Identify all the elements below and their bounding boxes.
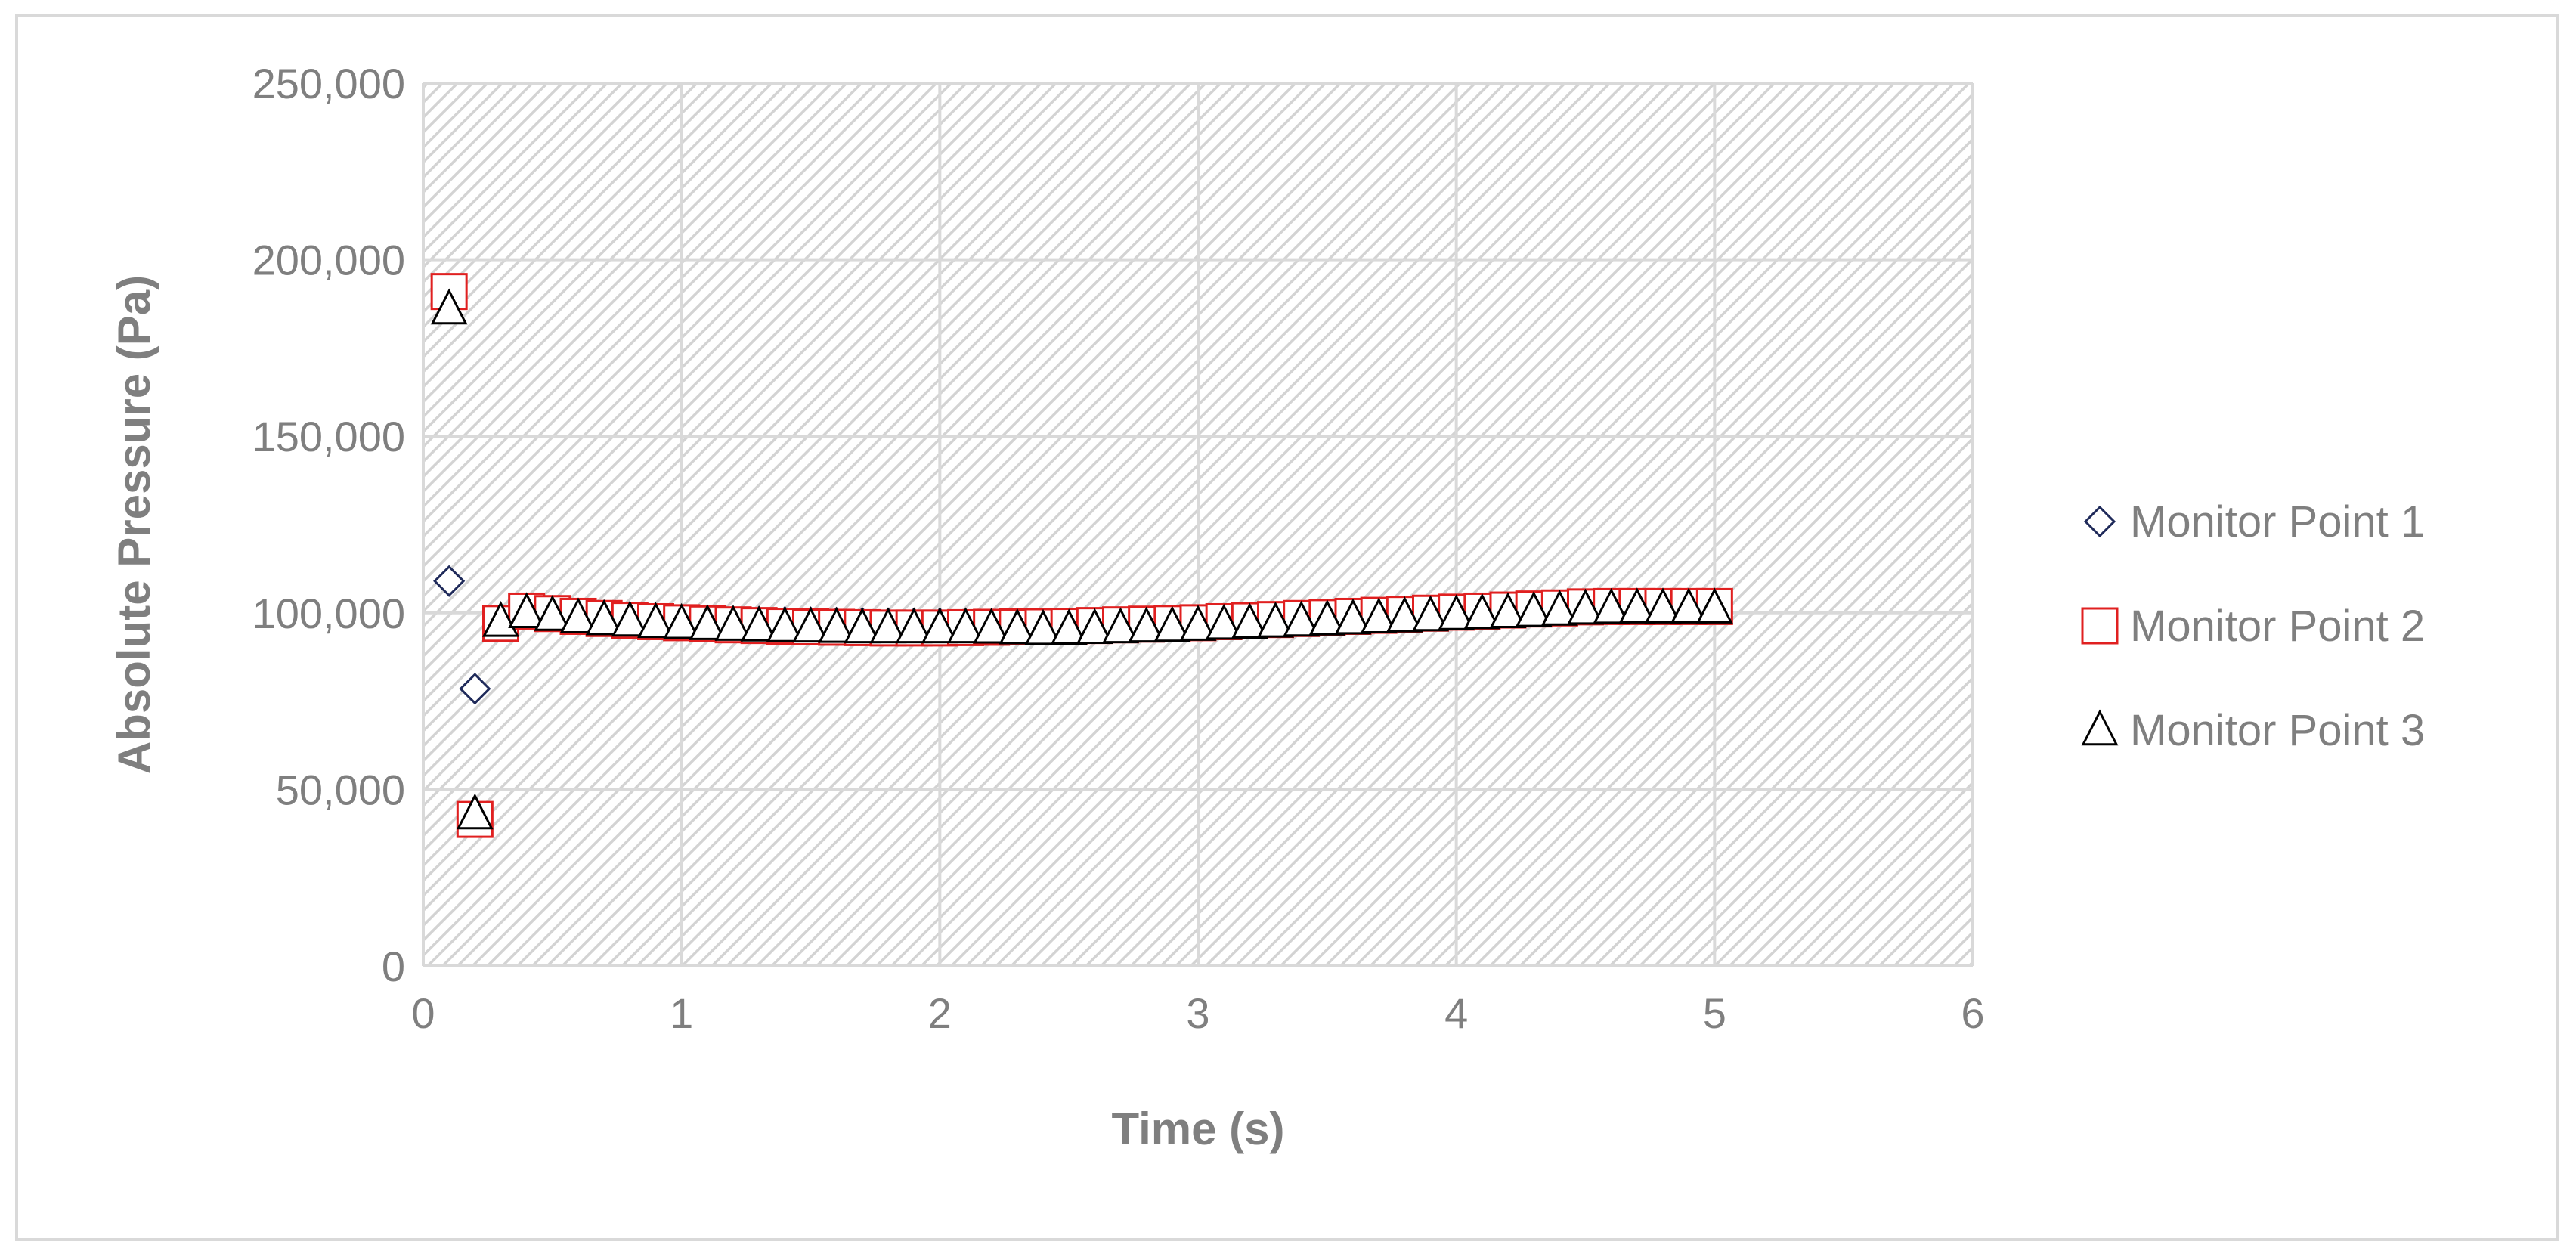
data-point (1231, 602, 1268, 639)
data-point (921, 607, 958, 644)
data-point (1540, 590, 1578, 626)
data-point (973, 607, 1011, 644)
x-axis-ticks: 0 1 2 3 4 5 6 (411, 989, 1984, 1037)
data-point (663, 602, 701, 639)
data-series (430, 273, 1733, 838)
data-point (559, 597, 597, 634)
x-tick-label: 6 (1961, 989, 1984, 1037)
data-point (1283, 600, 1321, 637)
data-point (1695, 587, 1733, 624)
legend: Monitor Point 1 Monitor Point 2 Monitor Po… (2081, 497, 2425, 755)
x-axis-title: Time (s) (1112, 1104, 1285, 1154)
data-point (433, 565, 466, 597)
data-point (1567, 588, 1604, 625)
data-point (1128, 606, 1166, 643)
data-point (1438, 594, 1475, 630)
x-tick-label: 1 (670, 989, 693, 1037)
data-point (1024, 608, 1062, 645)
legend-item: Monitor Point 2 (2081, 602, 2425, 651)
x-tick-label: 3 (1186, 989, 1209, 1037)
data-point (1515, 590, 1553, 627)
y-tick-label: 50,000 (276, 766, 405, 813)
data-point (1489, 592, 1527, 628)
legend-item: Monitor Point 3 (2081, 706, 2425, 755)
y-tick-label: 150,000 (252, 413, 405, 460)
data-point (1386, 596, 1423, 633)
data-point (1308, 599, 1346, 636)
data-point (689, 604, 726, 640)
legend-label: Monitor Point 3 (2130, 706, 2425, 755)
data-point (1257, 601, 1294, 638)
data-point (1334, 598, 1372, 635)
x-tick-label: 2 (928, 989, 952, 1037)
data-point (1618, 587, 1656, 624)
x-tick-label: 5 (1703, 989, 1726, 1037)
data-point (1593, 587, 1630, 624)
data-point (999, 608, 1036, 645)
data-point (456, 793, 494, 830)
legend-label: Monitor Point 1 (2130, 497, 2425, 546)
data-point (766, 606, 803, 642)
data-point (1050, 608, 1088, 645)
data-point (1670, 587, 1708, 624)
data-point (1644, 587, 1682, 624)
y-tick-label: 0 (382, 943, 405, 990)
data-point (792, 606, 829, 643)
data-point (947, 607, 984, 644)
data-point (1153, 605, 1191, 642)
legend-marker (2081, 607, 2119, 645)
legend-marker (2083, 505, 2116, 538)
data-point (585, 599, 623, 636)
legend-label: Monitor Point 2 (2130, 602, 2425, 651)
y-axis-ticks: 0 50,000 100,000 150,000 200,000 250,000 (252, 60, 405, 990)
data-point (1179, 605, 1217, 641)
data-point (818, 606, 856, 643)
data-point (459, 673, 491, 705)
data-point (1463, 593, 1501, 630)
y-tick-label: 250,000 (252, 60, 405, 107)
legend-marker (2081, 709, 2119, 746)
data-point (1412, 595, 1449, 632)
data-point (844, 607, 881, 644)
series-3 (430, 288, 1733, 830)
data-point (611, 600, 649, 637)
data-point (895, 607, 933, 644)
data-point (740, 605, 778, 642)
data-point (714, 605, 752, 641)
y-tick-label: 100,000 (252, 590, 405, 637)
x-tick-label: 0 (411, 989, 435, 1037)
data-point (1102, 607, 1139, 644)
data-point (637, 602, 674, 639)
y-tick-label: 200,000 (252, 237, 405, 284)
data-point (1205, 603, 1243, 640)
data-point (534, 595, 571, 631)
x-tick-label: 4 (1444, 989, 1468, 1037)
data-point (1076, 608, 1113, 645)
data-point (430, 288, 468, 325)
data-point (508, 592, 546, 628)
data-point (869, 607, 907, 644)
legend-item: Monitor Point 1 (2083, 497, 2425, 546)
data-point (1360, 597, 1398, 634)
y-axis-title: Absolute Pressure (Pa) (109, 275, 159, 774)
